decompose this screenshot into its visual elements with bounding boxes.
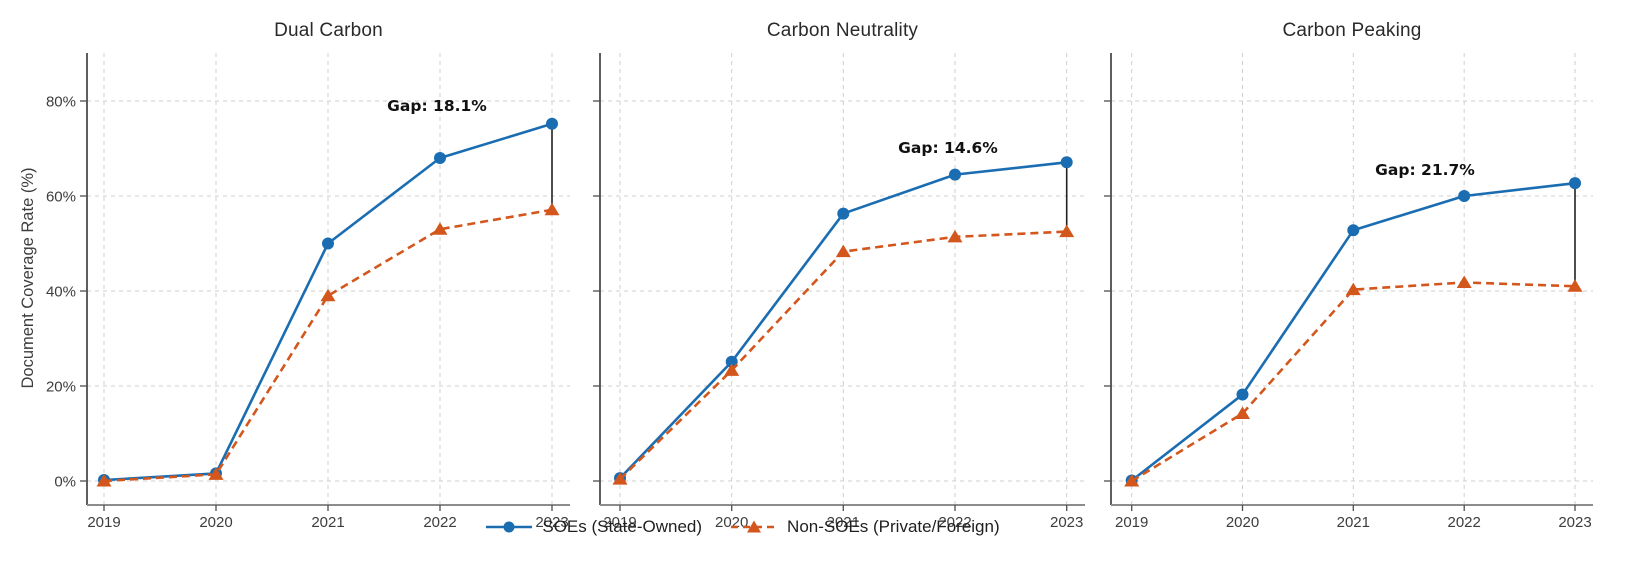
svg-text:20%: 20%	[46, 379, 76, 396]
svg-text:2021: 2021	[827, 514, 860, 531]
subplot-title-carbon-peaking: Carbon Peaking	[1282, 20, 1422, 41]
svg-text:0%: 0%	[54, 474, 76, 491]
nonsoe-legend-marker-icon	[731, 520, 778, 533]
legend-item-soe: SOEs (State-Owned)	[485, 517, 702, 537]
svg-text:2019: 2019	[87, 514, 120, 531]
svg-text:2022: 2022	[1448, 514, 1481, 531]
subplot-title-dual-carbon: Dual Carbon	[274, 20, 383, 41]
svg-text:40%: 40%	[46, 284, 76, 301]
svg-text:Gap: 18.1%: Gap: 18.1%	[387, 97, 487, 115]
svg-text:2019: 2019	[1115, 514, 1148, 531]
svg-text:Gap: 14.6%: Gap: 14.6%	[898, 139, 998, 157]
svg-text:2021: 2021	[1337, 514, 1370, 531]
svg-text:2023: 2023	[1558, 514, 1591, 531]
y-axis-label: Document Coverage Rate (%)	[19, 167, 37, 389]
svg-text:2023: 2023	[1050, 514, 1083, 531]
svg-text:Gap: 21.7%: Gap: 21.7%	[1375, 161, 1475, 179]
svg-text:2020: 2020	[715, 514, 748, 531]
svg-text:2020: 2020	[199, 514, 232, 531]
legend-item-nonsoe: Non-SOEs (Private/Foreign)	[730, 517, 1000, 537]
legend-label-soe: SOEs (State-Owned)	[542, 517, 703, 536]
svg-text:2023: 2023	[535, 514, 568, 531]
svg-text:60%: 60%	[46, 189, 76, 206]
svg-text:80%: 80%	[46, 94, 76, 111]
svg-text:2022: 2022	[423, 514, 456, 531]
svg-text:2021: 2021	[311, 514, 344, 531]
legend: SOEs (State-Owned) Non-SOEs (Private/For…	[0, 517, 1485, 537]
soe-legend-marker-icon	[486, 521, 533, 533]
subplot-title-carbon-neutrality: Carbon Neutrality	[766, 20, 919, 41]
svg-text:2022: 2022	[938, 514, 971, 531]
svg-text:2019: 2019	[603, 514, 636, 531]
svg-text:2020: 2020	[1226, 514, 1259, 531]
legend-label-nonsoe: Non-SOEs (Private/Foreign)	[787, 517, 1000, 536]
